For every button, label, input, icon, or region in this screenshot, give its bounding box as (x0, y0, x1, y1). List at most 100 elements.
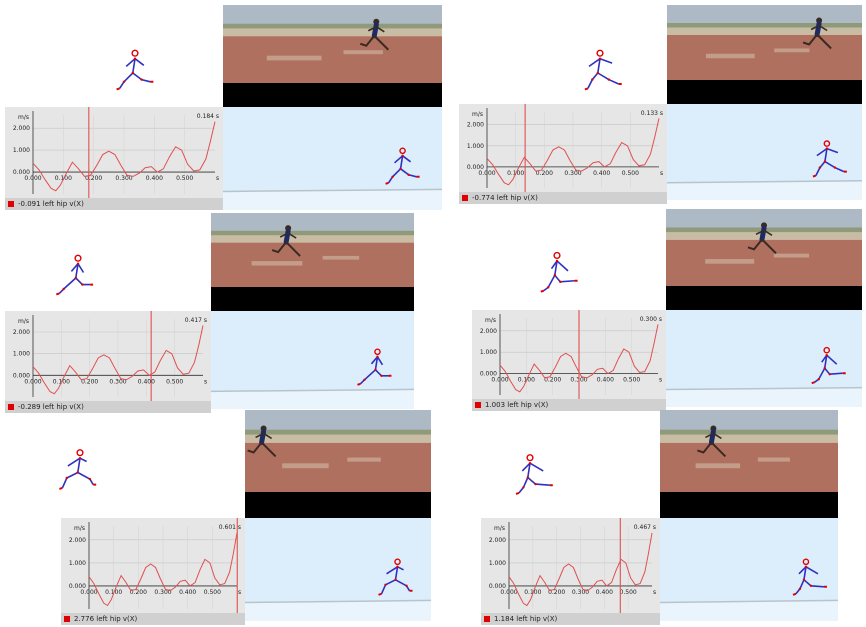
video-image (245, 410, 431, 492)
time-readout: 0.601 s (219, 524, 241, 531)
stick-head (823, 346, 831, 354)
stick-head (76, 449, 84, 457)
x-unit-label: s (204, 378, 207, 385)
x-tick-label: 0.500 (622, 170, 639, 177)
stick-joint (598, 57, 602, 60)
ground-line (667, 180, 862, 184)
stick-joint (65, 476, 68, 480)
3d-scene-view[interactable] (245, 518, 431, 621)
series-label: left hip v(X) (516, 615, 558, 623)
x-unit-label: s (660, 170, 663, 177)
series-value: -0.091 (18, 200, 43, 208)
video-frame (211, 213, 414, 287)
stick-joint (553, 274, 556, 277)
video-image (223, 5, 442, 83)
y-tick-label: 2.000 (13, 329, 30, 336)
stick-figure-view (95, 40, 175, 100)
video-letterbox (211, 287, 414, 311)
stick-joint (823, 160, 827, 163)
stick-joint (396, 565, 399, 568)
ground-line (666, 386, 862, 391)
stick-joint (74, 276, 77, 280)
velocity-curve (508, 532, 653, 607)
x-tick-label: 0.200 (548, 589, 565, 596)
video-letterbox (223, 83, 442, 107)
stick-joint (405, 584, 408, 587)
ground-line (660, 599, 838, 604)
stick-head (596, 49, 604, 57)
x-tick-label: 0.500 (623, 377, 640, 384)
y-tick-label: 1.000 (489, 560, 506, 567)
stick-joint (534, 482, 537, 486)
series-label: left hip v(X) (507, 401, 549, 409)
stick-head (823, 140, 831, 147)
y-unit-label: m/s (18, 114, 29, 121)
stick-joint (380, 374, 383, 377)
3d-scene-view[interactable] (660, 518, 838, 621)
stick-joint (798, 587, 802, 590)
ground-line (211, 388, 414, 393)
3d-scene-view[interactable] (667, 104, 862, 200)
x-tick-label: 0.500 (204, 589, 221, 596)
stick-joint (823, 367, 826, 370)
stick-joint (809, 584, 813, 587)
stick-joint (374, 368, 377, 371)
stick-joint (817, 378, 820, 381)
x-tick-label: 0.200 (130, 589, 147, 596)
x-tick-label: 0.200 (85, 175, 102, 182)
stick-joint (818, 166, 822, 169)
series-label: left hip v(X) (496, 194, 538, 202)
x-tick-label: 0.400 (597, 377, 614, 384)
series-color-swatch (8, 404, 14, 410)
stick-figure-view (50, 445, 110, 495)
x-tick-label: 0.400 (179, 589, 196, 596)
ground-line (245, 599, 431, 604)
y-tick-label: 0.000 (489, 583, 506, 590)
video-frame (667, 5, 862, 80)
velocity-graph[interactable]: 2.0001.0000.0000.0000.1000.2000.3000.400… (472, 310, 666, 411)
y-tick-label: 1.000 (13, 147, 30, 154)
stick-joint (607, 78, 610, 81)
x-tick-label: 0.300 (109, 378, 126, 385)
stick-joint (407, 173, 410, 176)
stick-joint (394, 578, 397, 581)
stick-joint (88, 477, 92, 481)
y-tick-label: 1.000 (480, 349, 497, 356)
3d-scene-view[interactable] (223, 107, 442, 210)
x-tick-label: 0.400 (138, 378, 155, 385)
3d-scene-view[interactable] (666, 310, 862, 407)
stick-joint (363, 378, 366, 381)
video-image (211, 213, 414, 287)
stick-head (394, 558, 401, 566)
stick-joint (559, 280, 562, 284)
3d-scene-view[interactable] (211, 311, 414, 409)
series-value: -0.774 (472, 194, 497, 202)
y-tick-label: 2.000 (13, 125, 30, 132)
stick-joint (78, 457, 82, 460)
x-tick-label: 0.500 (166, 378, 183, 385)
y-tick-label: 1.000 (467, 143, 484, 150)
x-unit-label: s (238, 589, 241, 596)
stick-joint (401, 154, 404, 157)
x-tick-label: 0.500 (176, 175, 193, 182)
x-tick-label: 0.400 (596, 589, 613, 596)
stick-body (387, 155, 417, 184)
graph-status-bar: -0.774 left hip v(X) (459, 192, 667, 204)
stick-head (399, 147, 406, 155)
video-letterbox (667, 80, 862, 104)
y-tick-label: 0.000 (13, 169, 30, 176)
series-label: left hip v(X) (42, 200, 84, 208)
y-tick-label: 2.000 (480, 328, 497, 335)
stick-joint (825, 354, 828, 357)
stick-joint (804, 565, 808, 568)
velocity-curve (88, 532, 238, 607)
video-image (666, 209, 862, 286)
ground-plane (660, 600, 838, 621)
